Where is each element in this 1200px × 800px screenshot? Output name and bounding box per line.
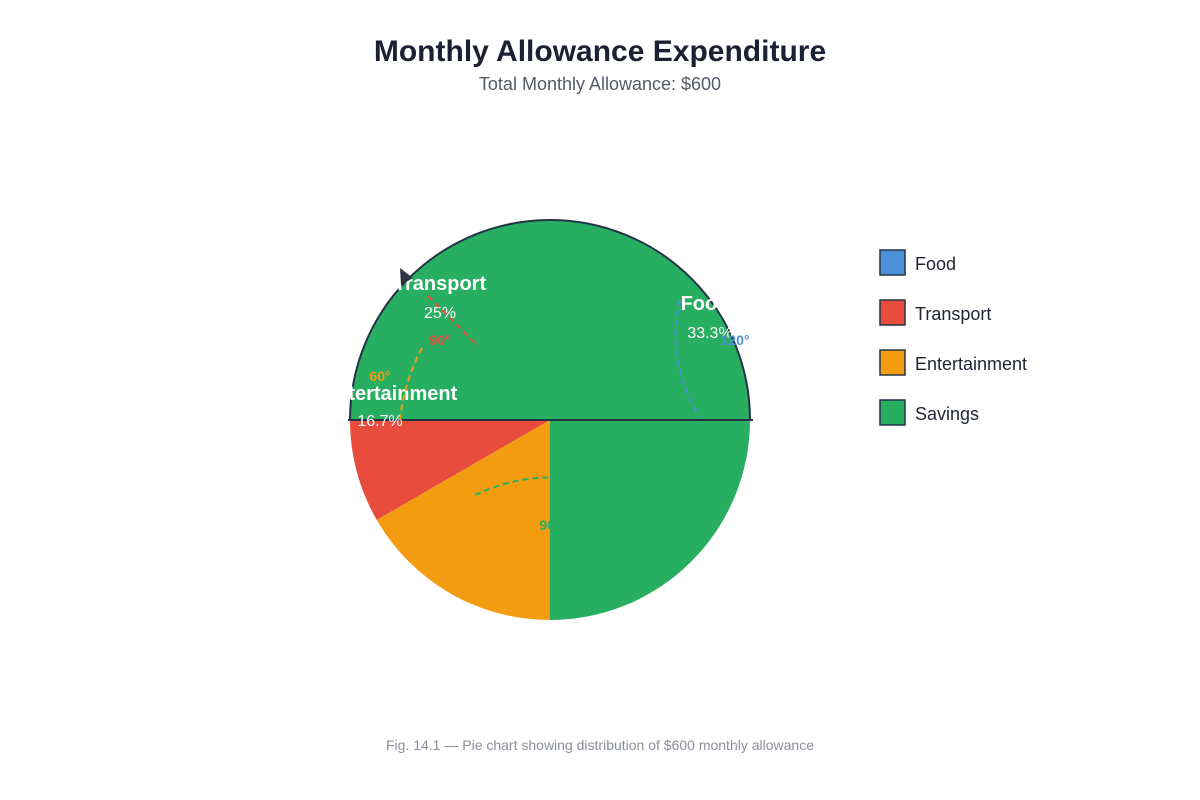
angle-label-entertainment: 60° [369, 368, 390, 384]
angle-label-food: 120° [721, 332, 750, 348]
legend-label-transport: Transport [915, 304, 991, 324]
slice-label-food: Food [681, 293, 730, 315]
legend-swatch-food [880, 250, 905, 275]
legend-item-food: Food [880, 250, 956, 275]
legend-item-transport: Transport [880, 300, 991, 325]
legend-label-savings: Savings [915, 404, 979, 424]
legend: Food Transport Entertainment Savings [880, 250, 1027, 425]
slice-percentage-entertainment: 16.7% [357, 413, 402, 430]
legend-label-entertainment: Entertainment [915, 354, 1027, 374]
slice-label-entertainment: Entertainment [323, 383, 458, 405]
figure-caption: Fig. 14.1 — Pie chart showing distributi… [386, 737, 814, 753]
legend-item-entertainment: Entertainment [880, 350, 1027, 375]
chart-title: Monthly Allowance Expenditure [374, 35, 826, 68]
pie-slice-savings [550, 420, 750, 620]
chart-subtitle: Total Monthly Allowance: $600 [479, 74, 721, 94]
legend-swatch-entertainment [880, 350, 905, 375]
legend-label-food: Food [915, 254, 956, 274]
legend-item-savings: Savings [880, 400, 979, 425]
angle-label-savings: 90° [539, 517, 560, 533]
legend-swatch-transport [880, 300, 905, 325]
legend-swatch-savings [880, 400, 905, 425]
angle-label-transport: 90° [429, 332, 450, 348]
